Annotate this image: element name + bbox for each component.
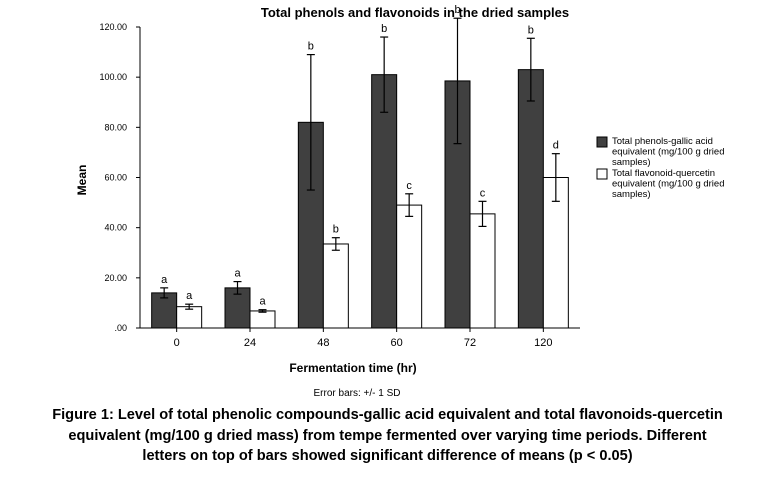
figure-caption: Figure 1: Level of total phenolic compou… xyxy=(4,405,771,467)
legend-label-flavonoid: equivalent (mg/100 g dried xyxy=(612,179,725,190)
flavonoid-bar xyxy=(249,310,276,329)
legend-swatch-flavonoid xyxy=(596,168,608,180)
y-axis-title: Mean xyxy=(75,165,89,196)
significance-letter: c xyxy=(480,187,486,199)
significance-letter: a xyxy=(234,268,241,280)
error-bars-group xyxy=(160,17,560,313)
legend-label-phenol: equivalent (mg/100 g dried xyxy=(612,147,725,158)
significance-letter: b xyxy=(528,24,534,36)
y-tick-label: 80.00 xyxy=(104,122,127,132)
x-axis-ticks: 0 24 48 60 72 120 xyxy=(174,328,553,349)
legend-label-phenol: samples) xyxy=(612,157,651,168)
significance-letter: b xyxy=(454,4,460,16)
legend-swatch-phenol xyxy=(596,136,608,148)
caption-line-2: equivalent (mg/100 g dried mass) from te… xyxy=(68,427,707,444)
significance-letter: c xyxy=(406,180,412,192)
x-tick-label: 60 xyxy=(391,337,403,349)
y-tick-label: 60.00 xyxy=(104,173,127,183)
significance-letters-group: a a a a b b b c b c b d xyxy=(161,4,559,307)
significance-letter: a xyxy=(259,296,266,308)
significance-letter: a xyxy=(161,274,168,286)
bar-chart: Total phenols and flavonoids in the drie… xyxy=(75,4,725,399)
legend-label-phenol: Total phenols-gallic acid xyxy=(612,136,713,147)
chart-title: Total phenols and flavonoids in the drie… xyxy=(261,5,569,20)
flavonoid-bar xyxy=(322,243,349,329)
caption-line-1: Figure 1: Level of total phenolic compou… xyxy=(52,407,723,423)
flavonoid-bar xyxy=(469,213,496,329)
legend-label-flavonoid: Total flavonoid-quercetin xyxy=(612,168,715,179)
y-tick-label: 20.00 xyxy=(104,273,127,283)
y-tick-label: 120.00 xyxy=(99,22,127,32)
y-tick-label: 40.00 xyxy=(104,223,127,233)
significance-letter: b xyxy=(308,41,314,53)
caption-line-3: letters on top of bars showed significan… xyxy=(142,448,633,464)
legend-label-flavonoid: samples) xyxy=(612,189,651,200)
flavonoid-bar xyxy=(542,177,569,329)
y-tick-label: 100.00 xyxy=(99,72,127,82)
y-tick-label: .00 xyxy=(114,323,127,333)
x-tick-label: 72 xyxy=(464,337,476,349)
error-bar-note: Error bars: +/- 1 SD xyxy=(314,388,401,399)
significance-letter: b xyxy=(381,23,387,35)
phenol-bar xyxy=(517,69,544,329)
bars-group xyxy=(151,69,569,329)
x-tick-label: 120 xyxy=(534,337,552,349)
significance-letter: d xyxy=(553,140,559,152)
x-tick-label: 24 xyxy=(244,337,256,349)
flavonoid-bar xyxy=(396,204,423,329)
x-axis-title: Fermentation time (hr) xyxy=(289,361,416,375)
y-axis-ticks: .00 20.00 40.00 60.00 80.00 100.00 120.00 xyxy=(99,22,140,333)
significance-letter: b xyxy=(333,224,339,236)
x-tick-label: 0 xyxy=(174,337,180,349)
x-tick-label: 48 xyxy=(317,337,329,349)
significance-letter: a xyxy=(186,290,193,302)
flavonoid-bar xyxy=(176,306,203,329)
chart-area: Total phenols and flavonoids in the drie… xyxy=(75,4,725,399)
phenol-bar xyxy=(371,74,398,329)
